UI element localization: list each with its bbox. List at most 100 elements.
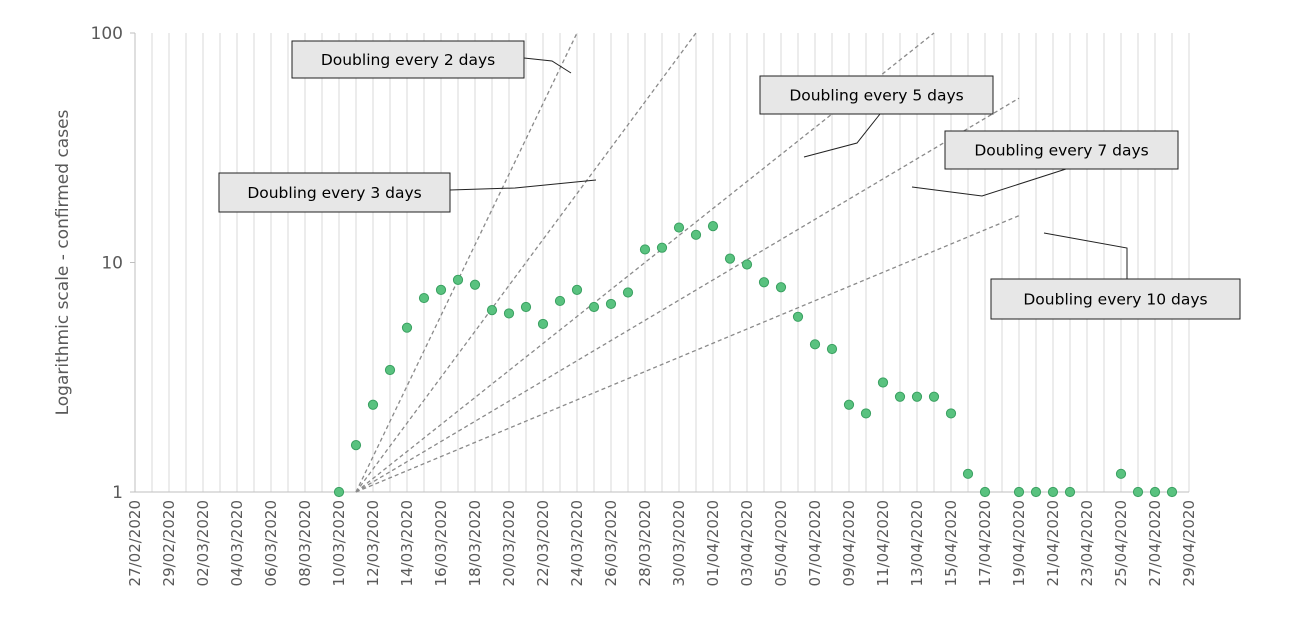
x-tick-label: 29/02/2020 xyxy=(160,500,178,586)
x-tick-label: 28/03/2020 xyxy=(636,500,654,586)
doubling-reference-lines xyxy=(355,32,1020,493)
annotation-box xyxy=(944,130,1179,170)
annotation-label: Doubling every 10 days xyxy=(1023,291,1207,309)
data-point xyxy=(571,284,583,295)
data-point xyxy=(758,277,770,288)
data-point xyxy=(928,391,940,402)
data-point xyxy=(826,343,838,355)
annotation-leader-line xyxy=(803,113,881,158)
data-point xyxy=(1030,486,1042,498)
data-point xyxy=(1013,486,1025,498)
data-point xyxy=(894,391,906,402)
data-point xyxy=(554,295,566,307)
data-point xyxy=(1064,486,1076,498)
data-point xyxy=(1166,486,1178,498)
doubling-line-7-days xyxy=(355,97,1020,493)
y-tick-label: 100 xyxy=(91,24,123,44)
data-point xyxy=(350,440,362,451)
annotation-leader-line xyxy=(911,168,1067,197)
x-tick-label: 27/02/2020 xyxy=(126,500,144,586)
annotation-label: Doubling every 7 days xyxy=(974,142,1148,160)
annotation-7-days: Doubling every 7 days xyxy=(911,130,1179,197)
annotation-label: Doubling every 2 days xyxy=(321,51,495,69)
doubling-line-10-days xyxy=(355,215,1020,493)
annotation-5-days: Doubling every 5 days xyxy=(759,75,994,158)
x-tick-label: 16/03/2020 xyxy=(432,500,450,586)
x-tick-label: 21/04/2020 xyxy=(1044,500,1062,586)
data-point xyxy=(945,408,957,419)
x-tick-label: 09/04/2020 xyxy=(840,500,858,586)
data-point xyxy=(452,274,464,285)
annotation-label: Doubling every 5 days xyxy=(789,87,963,105)
x-tick-label: 02/03/2020 xyxy=(194,500,212,586)
doubling-line-2-days xyxy=(355,32,578,493)
data-point xyxy=(775,282,787,293)
annotation-leader-line xyxy=(523,57,572,74)
data-point xyxy=(333,486,345,498)
data-point xyxy=(520,301,532,313)
y-tick-label: 10 xyxy=(101,254,123,274)
x-tick-label: 30/03/2020 xyxy=(670,500,688,586)
x-tick-label: 11/04/2020 xyxy=(874,500,892,586)
x-tick-label: 10/03/2020 xyxy=(330,500,348,586)
data-point xyxy=(741,259,753,270)
annotation-box xyxy=(990,278,1241,320)
annotation-box xyxy=(291,40,525,79)
annotation-2-days: Doubling every 2 days xyxy=(291,40,572,79)
data-point xyxy=(962,468,974,479)
x-tick-label: 06/03/2020 xyxy=(262,500,280,586)
data-point xyxy=(1115,468,1127,479)
data-point xyxy=(1132,486,1144,498)
x-tick-label: 24/03/2020 xyxy=(568,500,586,586)
x-tick-label: 07/04/2020 xyxy=(806,500,824,586)
data-point xyxy=(537,318,549,330)
annotation-leader-line xyxy=(1043,232,1128,279)
x-tick-label: 27/04/2020 xyxy=(1146,500,1164,586)
x-tick-label: 25/04/2020 xyxy=(1112,500,1130,586)
confirmed-cases-series xyxy=(333,221,1178,498)
x-tick-label: 14/03/2020 xyxy=(398,500,416,586)
x-tick-label: 19/04/2020 xyxy=(1010,500,1028,586)
data-point xyxy=(1047,486,1059,498)
x-tick-label: 17/04/2020 xyxy=(976,500,994,586)
data-point xyxy=(911,391,923,402)
x-tick-label: 23/04/2020 xyxy=(1078,500,1096,586)
data-point xyxy=(877,377,889,388)
data-point xyxy=(656,242,668,253)
annotation-leader-line xyxy=(449,179,597,191)
annotation-10-days: Doubling every 10 days xyxy=(990,232,1241,320)
data-point xyxy=(367,399,379,410)
y-tick-label: 1 xyxy=(112,483,123,503)
data-point xyxy=(469,279,481,290)
x-tick-label: 18/03/2020 xyxy=(466,500,484,586)
annotation-box xyxy=(759,75,994,115)
x-tick-label: 04/03/2020 xyxy=(228,500,246,586)
annotation-label: Doubling every 3 days xyxy=(247,184,421,202)
data-point xyxy=(605,298,617,310)
x-tick-label: 12/03/2020 xyxy=(364,500,382,586)
data-point xyxy=(809,339,821,350)
data-point xyxy=(1149,486,1161,498)
doubling-line-3-days xyxy=(355,32,697,493)
data-point xyxy=(418,292,430,304)
data-point xyxy=(673,222,685,233)
x-tick-label: 13/04/2020 xyxy=(908,500,926,586)
x-tick-label: 20/03/2020 xyxy=(500,500,518,586)
y-axis-label: Logarithmic scale - confirmed cases xyxy=(53,109,73,415)
doubling-annotations: Doubling every 2 days Doubling every 3 da… xyxy=(218,40,1241,320)
vertical-gridlines xyxy=(134,33,1190,492)
x-tick-label: 29/04/2020 xyxy=(1180,500,1198,586)
x-tick-label: 08/03/2020 xyxy=(296,500,314,586)
data-point xyxy=(860,408,872,419)
data-point xyxy=(792,311,804,322)
chart-axes: 1 10 100 27/02/2020 29/02/2020 02/03/2020 04/0… xyxy=(91,24,1198,586)
x-tick-label: 05/04/2020 xyxy=(772,500,790,586)
x-tick-label: 01/04/2020 xyxy=(704,500,722,586)
data-point xyxy=(690,229,702,240)
data-point xyxy=(486,305,498,316)
data-point xyxy=(639,244,651,255)
x-tick-label: 22/03/2020 xyxy=(534,500,552,586)
data-point xyxy=(622,287,634,298)
data-point xyxy=(503,308,515,319)
